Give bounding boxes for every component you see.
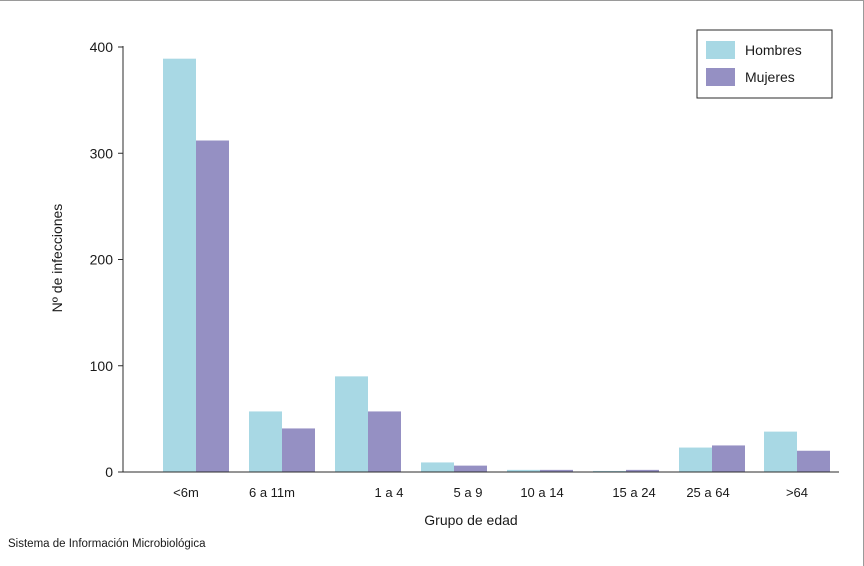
legend-swatch [706, 68, 735, 86]
legend-box [696, 29, 833, 99]
x-tick-label: 25 a 64 [686, 485, 729, 500]
x-tick-label: 10 a 14 [520, 485, 563, 500]
x-axis: <6m 6 a 11m 1 a 4 5 a 9 10 a 14 15 a 24 25 a 6… [123, 471, 839, 500]
x-tick-label: >64 [786, 485, 808, 500]
bar-hombres [764, 431, 797, 472]
x-tick-label: 1 a 4 [375, 485, 404, 500]
bars [163, 58, 830, 472]
y-axis-label: Nº de infecciones [49, 204, 65, 313]
y-tick-label: 200 [90, 252, 114, 268]
bar-mujeres [712, 445, 745, 472]
bar-hombres [507, 469, 540, 472]
bar-mujeres [797, 450, 830, 472]
bar-hombres [421, 462, 454, 472]
bar-hombres [335, 376, 368, 472]
y-tick-label: 300 [90, 145, 114, 161]
legend: Hombres Mujeres [696, 29, 833, 99]
bar-hombres [593, 470, 626, 472]
bar-mujeres [282, 428, 315, 472]
legend-label: Hombres [745, 42, 802, 58]
x-axis-label: Grupo de edad [424, 512, 517, 528]
bar-hombres [249, 411, 282, 472]
x-tick-label: 6 a 11m [249, 485, 295, 500]
bar-mujeres [196, 140, 229, 472]
y-tick-label: 400 [90, 39, 114, 55]
y-tick-label: 0 [105, 464, 113, 480]
bar-hombres [679, 447, 712, 472]
legend-swatch [706, 41, 735, 59]
x-tick-label: 5 a 9 [454, 485, 483, 500]
bar-mujeres [368, 411, 401, 472]
bar-hombres [163, 58, 196, 472]
bar-mujeres [626, 469, 659, 472]
bar-mujeres [454, 465, 487, 472]
x-tick-label: <6m [173, 485, 199, 500]
legend-label: Mujeres [745, 69, 795, 85]
y-axis: 0 100 200 300 400 [90, 39, 124, 480]
x-tick-label: 15 a 24 [612, 485, 655, 500]
source-note: Sistema de Información Microbiológica [8, 538, 206, 550]
bar-mujeres [540, 469, 573, 472]
y-tick-label: 100 [90, 358, 114, 374]
